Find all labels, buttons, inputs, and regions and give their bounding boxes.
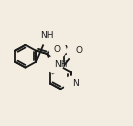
- Text: O: O: [75, 46, 82, 55]
- Text: NH: NH: [41, 31, 54, 40]
- Text: NH: NH: [54, 60, 68, 69]
- Text: O: O: [54, 45, 61, 54]
- Text: N: N: [72, 79, 79, 88]
